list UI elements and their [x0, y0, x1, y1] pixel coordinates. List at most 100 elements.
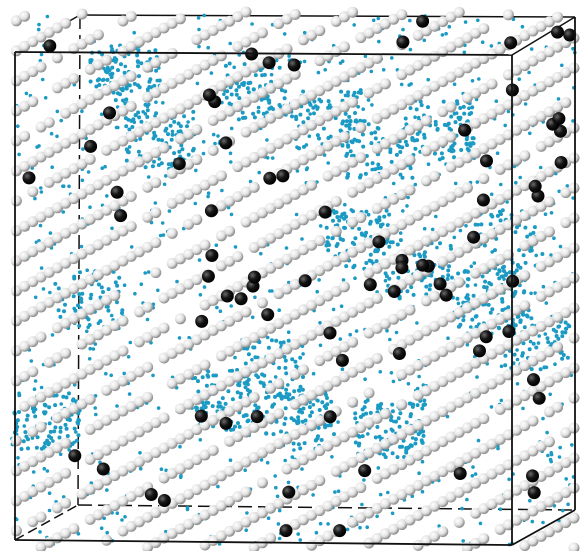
- solute-atom: [67, 391, 71, 395]
- solute-atom: [254, 373, 258, 377]
- solute-atom: [461, 318, 465, 322]
- solute-atom: [365, 525, 369, 529]
- solute-atom: [48, 491, 52, 495]
- solute-atom: [532, 342, 536, 346]
- solute-atom: [353, 276, 357, 280]
- defect-atom: [528, 486, 541, 499]
- solute-atom: [268, 289, 272, 293]
- solute-atom: [23, 424, 27, 428]
- simulation-render: [0, 0, 580, 551]
- solute-atom: [88, 58, 92, 62]
- solute-atom: [390, 160, 394, 164]
- solute-atom: [64, 423, 68, 427]
- solute-atom: [292, 389, 296, 393]
- solute-atom: [336, 420, 340, 424]
- host-atom: [150, 267, 161, 278]
- solute-atom: [363, 405, 367, 409]
- solute-atom: [221, 396, 225, 400]
- solute-atom: [320, 400, 324, 404]
- solute-atom: [312, 403, 316, 407]
- solute-atom: [561, 509, 565, 513]
- solute-atom: [137, 150, 141, 154]
- solute-atom: [396, 144, 400, 148]
- solute-atom: [229, 160, 233, 164]
- host-atom: [429, 171, 440, 182]
- solute-atom: [447, 264, 451, 268]
- solute-atom: [301, 90, 305, 94]
- solute-atom: [441, 33, 445, 37]
- solute-atom: [121, 99, 125, 103]
- solute-atom: [422, 399, 426, 403]
- solute-atom: [267, 346, 271, 350]
- solute-atom: [17, 392, 21, 396]
- defect-atom: [416, 15, 429, 28]
- host-atom: [454, 7, 465, 18]
- solute-atom: [93, 406, 97, 410]
- solute-atom: [264, 431, 268, 435]
- solute-atom: [373, 250, 377, 254]
- solute-atom: [315, 398, 319, 402]
- solute-atom: [539, 367, 543, 371]
- solute-atom: [120, 518, 124, 522]
- host-atom: [150, 237, 161, 248]
- solute-atom: [446, 269, 450, 273]
- solute-atom: [46, 469, 50, 473]
- solute-atom: [212, 133, 216, 137]
- solute-atom: [316, 133, 320, 137]
- solute-atom: [272, 432, 276, 436]
- solute-atom: [552, 236, 556, 240]
- solute-atom: [395, 331, 399, 335]
- solute-atom: [160, 467, 164, 471]
- solute-atom: [137, 74, 141, 78]
- defect-atom: [280, 524, 293, 537]
- solute-atom: [59, 402, 63, 406]
- solute-atom: [157, 163, 161, 167]
- solute-atom: [141, 110, 145, 114]
- host-atom: [405, 305, 416, 316]
- solute-atom: [520, 354, 524, 358]
- host-atom: [208, 145, 219, 156]
- host-atom: [68, 523, 79, 534]
- solute-atom: [199, 438, 203, 442]
- solute-atom: [464, 20, 468, 24]
- solute-atom: [471, 465, 475, 469]
- solute-atom: [267, 516, 271, 520]
- solute-atom: [124, 65, 128, 69]
- solute-atom: [534, 346, 538, 350]
- solute-atom: [559, 245, 563, 249]
- solute-atom: [318, 408, 322, 412]
- page: (() => { const svg = document.getElement…: [0, 0, 580, 551]
- solute-atom: [215, 243, 219, 247]
- solute-atom: [360, 233, 364, 237]
- solute-atom: [453, 83, 457, 87]
- solute-atom: [366, 432, 370, 436]
- solute-atom: [534, 254, 538, 258]
- solute-atom: [30, 359, 34, 363]
- solute-atom: [385, 209, 389, 213]
- solute-atom: [405, 420, 409, 424]
- host-atom: [273, 378, 284, 389]
- solute-atom: [455, 111, 459, 115]
- solute-atom: [409, 48, 413, 52]
- defect-atom: [288, 59, 301, 72]
- host-atom: [257, 297, 268, 308]
- solute-atom: [355, 329, 359, 333]
- solute-atom: [444, 32, 448, 36]
- solute-atom: [358, 526, 362, 530]
- solute-atom: [326, 106, 330, 110]
- solute-atom: [80, 297, 84, 301]
- host-atom: [101, 55, 112, 66]
- solute-atom: [17, 153, 21, 157]
- solute-atom: [234, 245, 238, 249]
- solute-atom: [330, 236, 334, 240]
- solute-atom: [164, 127, 168, 131]
- host-atom: [339, 41, 350, 52]
- solute-atom: [466, 277, 470, 281]
- solute-atom: [396, 243, 400, 247]
- host-atom: [519, 300, 530, 311]
- host-atom: [118, 346, 129, 357]
- solute-atom: [325, 240, 329, 244]
- solute-atom: [110, 314, 114, 318]
- solute-atom: [237, 383, 241, 387]
- solute-atom: [324, 244, 328, 248]
